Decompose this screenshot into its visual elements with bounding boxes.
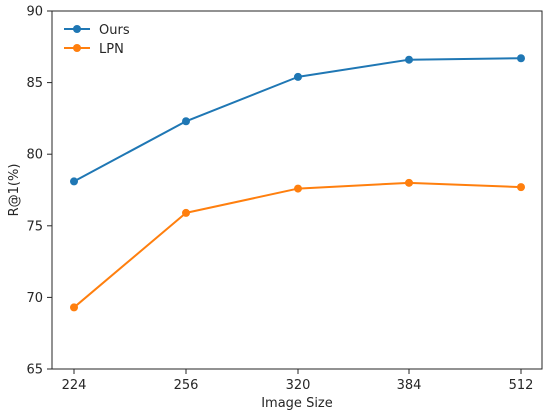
y-axis: 65 70 75 80 85 90: [26, 5, 52, 378]
y-tick-label: 70: [26, 291, 43, 306]
series-ours: [70, 54, 525, 186]
data-point-ours: [294, 72, 302, 81]
series-line-lpn: [73, 181, 522, 309]
y-tick-label: 65: [26, 363, 43, 378]
x-tick-label: 320: [286, 378, 311, 393]
data-point-lpn: [405, 178, 413, 187]
x-axis-label: Image Size: [261, 396, 333, 411]
x-axis: 224 256 320 384 512: [62, 369, 534, 393]
y-tick-label: 75: [26, 219, 43, 234]
data-point-lpn: [294, 184, 302, 193]
data-point-lpn: [182, 208, 190, 217]
x-tick-label: 512: [509, 378, 534, 393]
y-tick-label: 85: [26, 76, 43, 91]
data-point-lpn: [517, 183, 525, 192]
y-axis-label: R@1(%): [7, 164, 22, 217]
x-tick-label: 224: [62, 378, 87, 393]
plot-frame: [51, 10, 543, 370]
legend-marker-ours: [73, 25, 81, 33]
legend-marker-lpn: [73, 44, 81, 52]
x-tick-label: 384: [397, 378, 422, 393]
data-point-ours: [517, 54, 525, 63]
series-lpn: [70, 178, 525, 312]
legend-item-lpn: LPN: [64, 42, 124, 57]
y-tick-label: 90: [26, 5, 43, 20]
legend-item-ours: Ours: [64, 23, 130, 38]
data-point-ours: [182, 117, 190, 126]
x-tick-label: 256: [174, 378, 199, 393]
data-point-lpn: [70, 303, 78, 312]
legend-label-lpn: LPN: [99, 42, 124, 57]
legend: Ours LPN: [64, 23, 130, 57]
y-tick-label: 80: [26, 148, 43, 163]
data-point-ours: [405, 55, 413, 64]
data-point-ours: [70, 177, 78, 186]
series-layer: [70, 54, 525, 312]
legend-label-ours: Ours: [99, 23, 130, 38]
